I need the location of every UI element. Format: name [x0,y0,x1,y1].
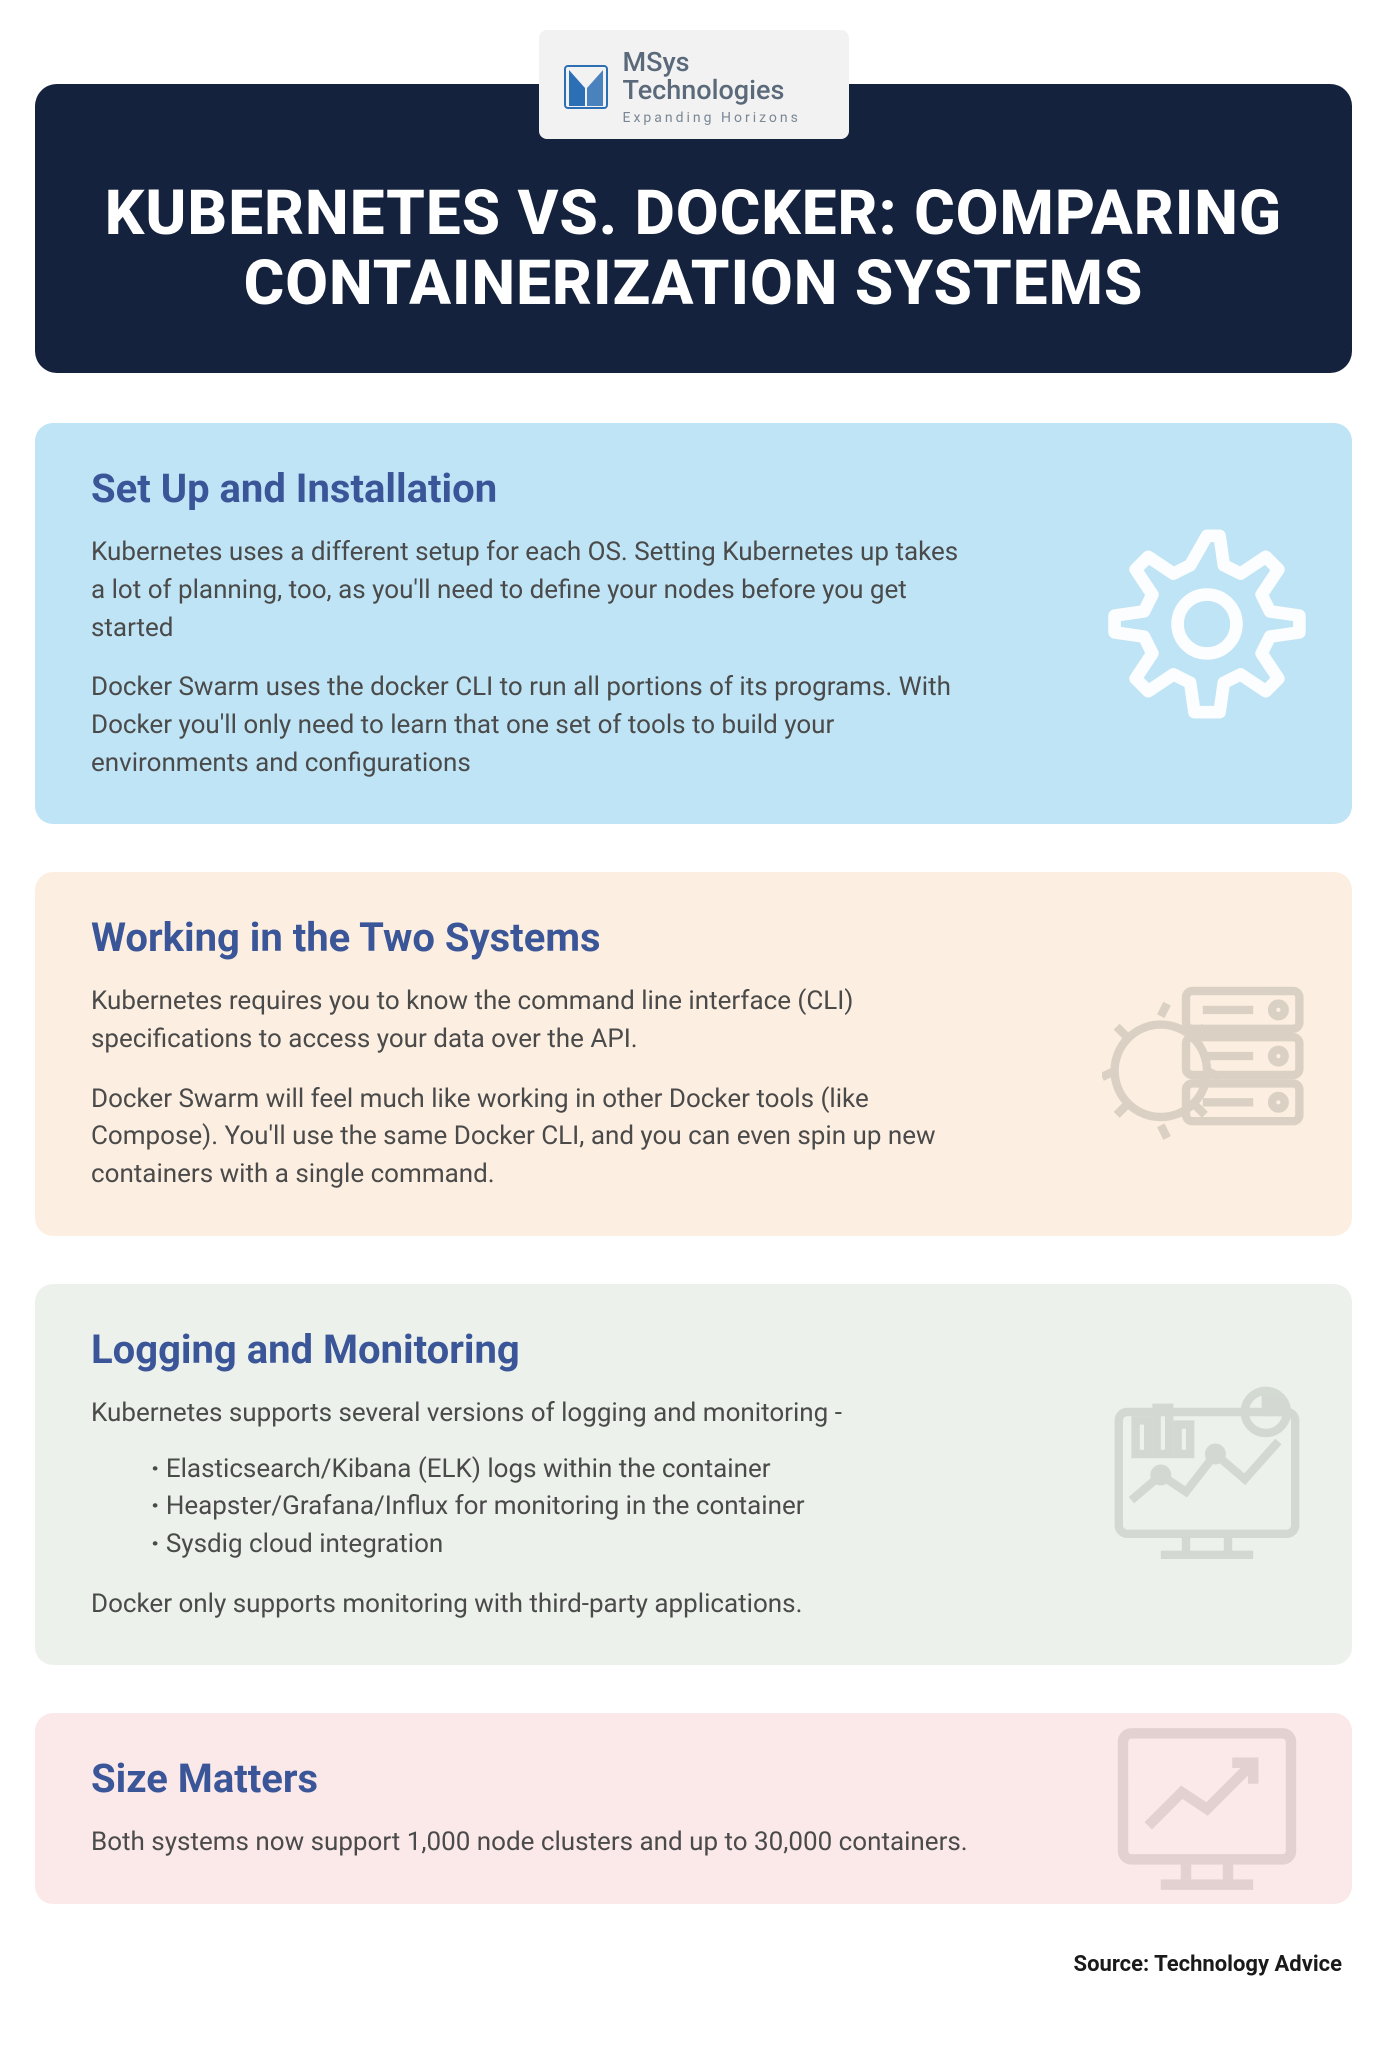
section-paragraph: Docker Swarm uses the docker CLI to run … [91,669,971,782]
gear-icon [1102,519,1312,729]
logo-tagline: Expanding Horizons [623,111,801,126]
source-label: Source: Technology Advice [35,1952,1352,1977]
logo-box: MSys Technologies Expanding Horizons [539,30,849,139]
section-card: Size MattersBoth systems now support 1,0… [35,1713,1352,1904]
logo-text: MSys Technologies Expanding Horizons [623,48,801,125]
section-heading: Logging and Monitoring [91,1326,1296,1373]
section-heading: Set Up and Installation [91,465,1296,512]
logo-line1: MSys [623,48,801,76]
section-paragraph: Kubernetes uses a different setup for ea… [91,534,971,647]
server-gear-icon [1102,949,1312,1159]
main-title: KUBERNETES VS. DOCKER: COMPARING CONTAIN… [95,179,1292,318]
logo-mark-icon [563,64,609,110]
header: MSys Technologies Expanding Horizons KUB… [35,30,1352,373]
section-paragraph: Kubernetes requires you to know the comm… [91,983,971,1058]
section-paragraph: Kubernetes supports several versions of … [91,1395,971,1433]
section-paragraph: Docker Swarm will feel much like working… [91,1081,971,1194]
trend-monitor-icon [1102,1713,1312,1904]
section-card: Working in the Two SystemsKubernetes req… [35,872,1352,1235]
section-paragraph: Docker only supports monitoring with thi… [91,1586,971,1624]
logo-line2: Technologies [623,76,801,104]
section-bullet: Heapster/Grafana/Influx for monitoring i… [151,1488,1031,1526]
section-paragraph: Both systems now support 1,000 node clus… [91,1824,971,1862]
section-bullet: Elasticsearch/Kibana (ELK) logs within t… [151,1451,1031,1489]
dashboard-icon [1102,1370,1312,1580]
section-card: Set Up and Installation Kubernetes uses a… [35,423,1352,824]
section-bullet: Sysdig cloud integration [151,1526,1031,1564]
section-card: Logging and Monitoring Kubernetes support… [35,1284,1352,1665]
